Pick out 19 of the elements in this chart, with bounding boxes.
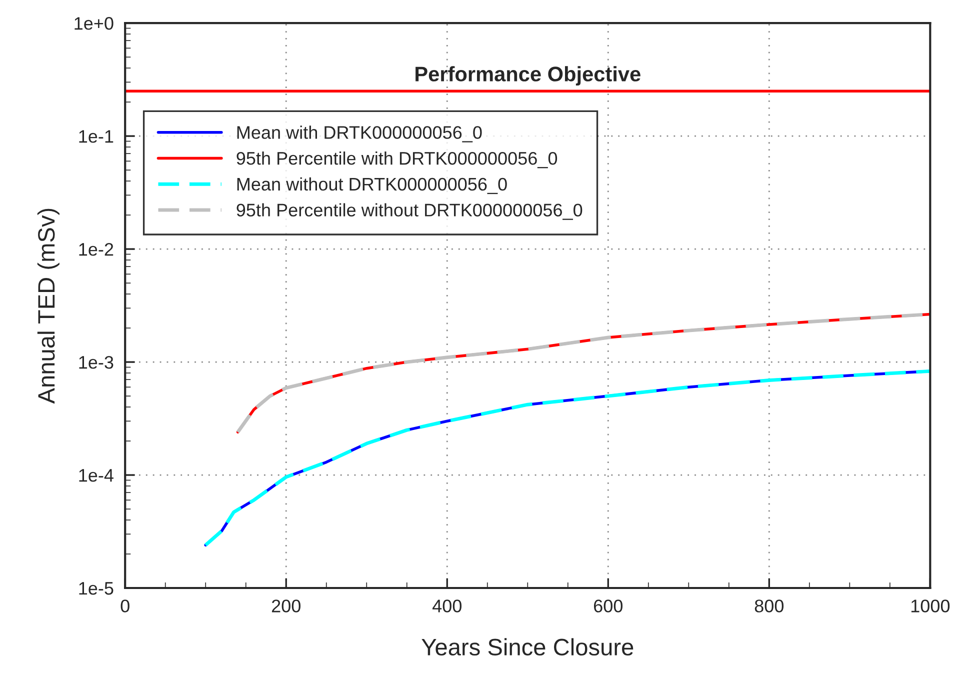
ref-line-label: Performance Objective <box>416 66 640 86</box>
legend-label: Mean without DRTK000000056_0 <box>237 177 507 194</box>
x-tick-label: 600 <box>594 600 622 612</box>
legend-label: 95th Percentile without DRTK000000056_0 <box>236 203 582 220</box>
y-tick-label: 1e-1 <box>79 130 114 143</box>
x-tick-label: 1000 <box>911 600 950 612</box>
legend-label: 95th Percentile with DRTK000000056_0 <box>236 152 558 168</box>
y-tick-label: 1e-5 <box>79 582 114 595</box>
y-tick-label: 1e-4 <box>79 469 114 482</box>
x-tick-label: 800 <box>754 600 784 612</box>
legend-label: Mean with DRTK000000056_0 <box>237 126 482 142</box>
y-axis-title: Annual TED (mSv) <box>37 208 60 404</box>
y-tick-label: 1e-3 <box>79 356 114 369</box>
y-tick-label: 1e+0 <box>74 17 114 30</box>
x-axis-title: Years Since Closure <box>422 638 634 656</box>
x-tick-label: 400 <box>432 600 462 612</box>
x-tick-label: 200 <box>272 600 300 612</box>
y-tick-label: 1e-2 <box>79 242 114 256</box>
x-tick-label: 0 <box>120 600 130 612</box>
